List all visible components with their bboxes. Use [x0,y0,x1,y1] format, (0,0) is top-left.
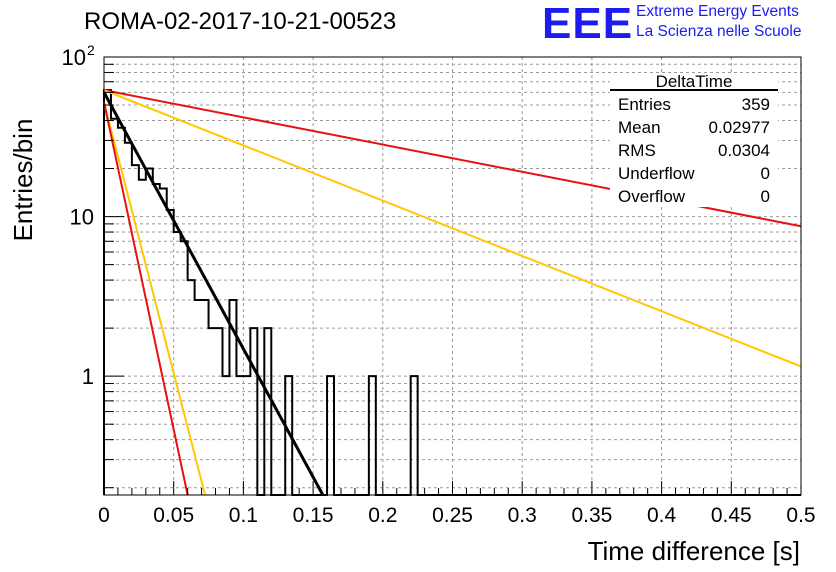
fit-curve [102,91,325,496]
stats-label: Underflow [618,164,695,183]
histogram-bin [369,376,376,495]
y-tick-label: 1 [82,364,94,389]
eee-logo: EEE [542,0,634,48]
stats-label: RMS [618,141,656,160]
histogram-bin [181,241,188,495]
histogram-bin [236,376,243,495]
histogram-bin [139,180,146,495]
histogram-bin [411,376,418,495]
x-tick-labels: 0 0.05 0.1 0.15 0.2 0.25 0.3 0.35 0.4 0.45 0.5 [98,504,815,527]
histogram-bin [202,300,209,495]
stats-label: Mean [618,118,661,137]
chart-title: ROMA-02-2017-10-21-00523 [84,8,397,35]
y-tick-exponent: 2 [87,42,95,58]
stats-label: Entries [618,95,671,114]
stats-value: 0.02977 [709,118,770,137]
y-tick-label: 10 [62,45,86,70]
x-tick-label: 0.35 [571,504,612,527]
x-axis-title: Time difference [s] [588,536,800,566]
x-tick-label: 0.2 [368,504,397,527]
grid-lines [104,57,801,495]
x-tick-label: 0 [98,504,110,527]
histogram-bin [146,169,153,495]
axis-ticks [103,63,802,495]
stats-value: 0 [761,164,770,183]
histogram-bin [104,90,111,495]
x-tick-label: 0.4 [647,504,677,527]
histogram-bin [243,376,250,495]
x-tick-label: 0.5 [786,504,815,527]
y-axis-title: Entries/bin [8,119,38,242]
stats-value: 359 [742,95,770,114]
fit-curves [102,89,802,496]
logo-tagline-1: Extreme Energy Events [636,3,799,20]
logo-tagline-2: La Scienza nelle Scuole [636,23,802,40]
stats-rows: Entries 359 Mean 0.02977 RMS 0.0304 Underflow 0… [618,95,770,206]
stats-box: DeltaTime Entries 359 Mean 0.02977 RMS 0.0304… [610,72,778,207]
stats-value: 0.0304 [718,141,770,160]
x-tick-label: 0.1 [229,504,258,527]
histogram-bin [327,376,334,495]
fit-curve [103,102,189,496]
x-tick-label: 0.15 [293,504,334,527]
stats-value: 0 [761,187,770,206]
fit-curve [103,102,207,496]
histogram-bin [111,119,118,495]
x-tick-label: 0.45 [711,504,752,527]
histogram-bin [222,376,229,495]
fit-curve [103,89,802,368]
y-tick-label: 10 [70,205,94,230]
x-tick-label: 0.25 [432,504,473,527]
stats-label: Overflow [618,187,686,206]
x-tick-label: 0.05 [153,504,194,527]
stats-box-title: DeltaTime [656,72,733,91]
histogram-bin [188,280,195,495]
x-tick-label: 0.3 [508,504,537,527]
